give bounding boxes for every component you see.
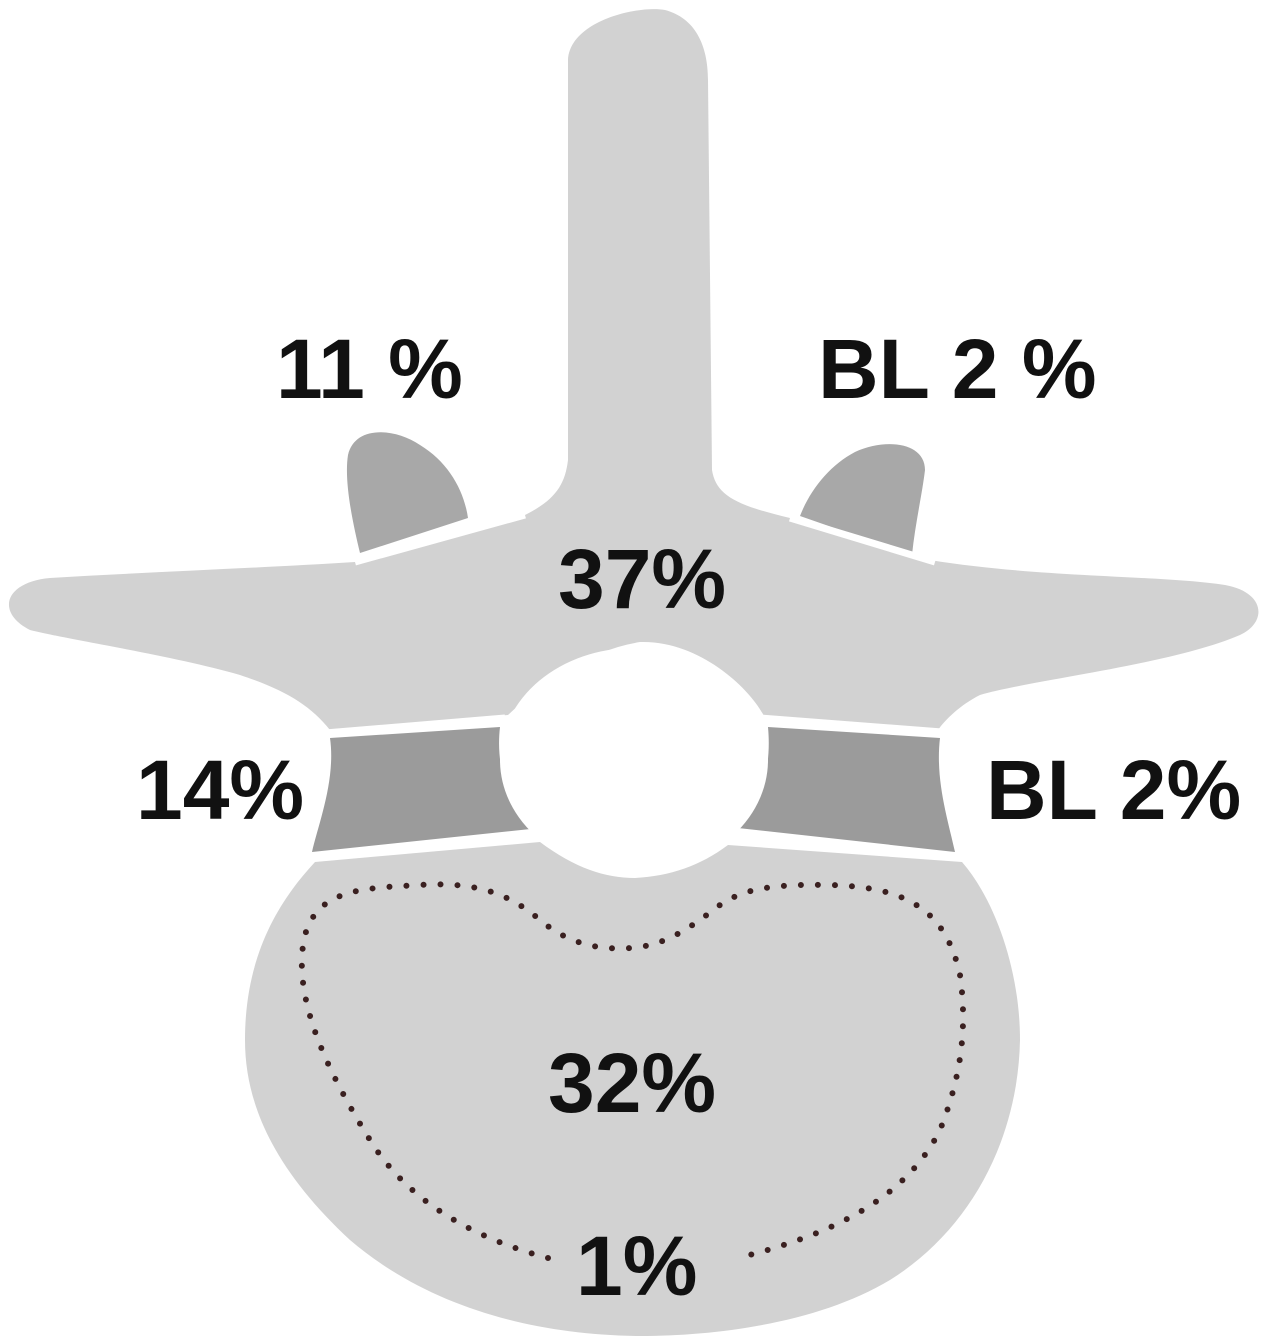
left-pedicle-region <box>312 727 540 852</box>
posterior-arch-region <box>8 9 1259 731</box>
right-pedicle-label: BL 2% <box>986 743 1241 837</box>
left-facet-label: 11 % <box>276 322 463 416</box>
right-facet-region <box>800 444 925 555</box>
right-facet-label: BL 2 % <box>818 322 1097 416</box>
left-facet-region <box>346 432 468 553</box>
region-dividers <box>307 511 961 862</box>
vertebral-body-label: 32% <box>548 1036 716 1130</box>
anterior-rim-label: 1% <box>576 1219 697 1313</box>
right-pedicle-region <box>738 727 955 852</box>
left-pedicle-label: 14% <box>136 743 304 837</box>
dotted-outline <box>298 881 967 1261</box>
spinal-canal <box>500 648 768 872</box>
posterior-arch-label: 37% <box>558 532 726 626</box>
